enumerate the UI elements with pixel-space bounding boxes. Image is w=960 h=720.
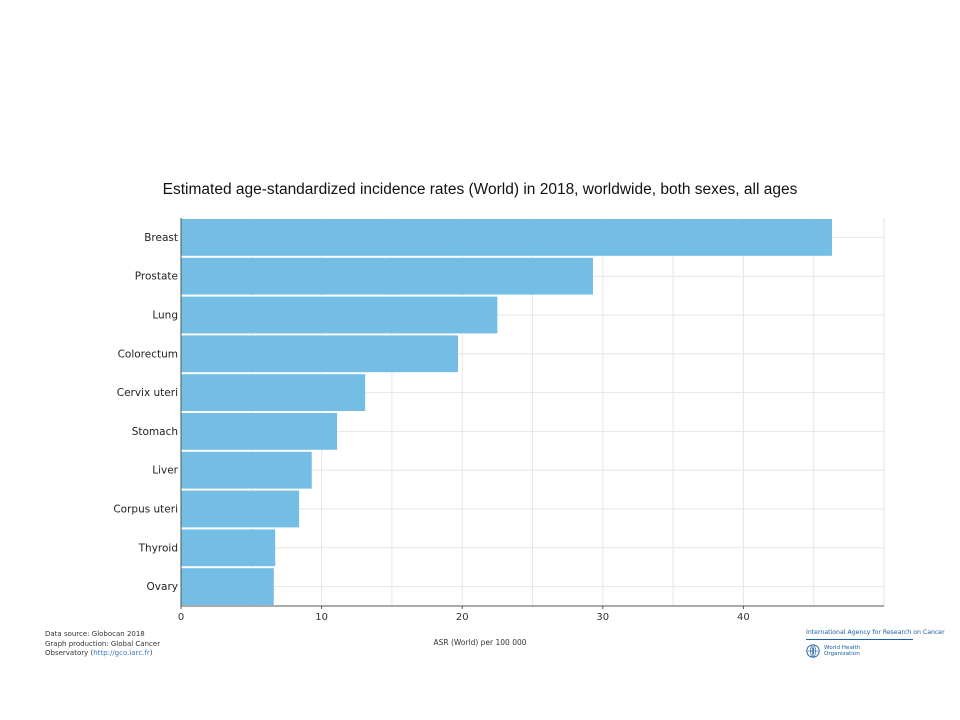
bar-breast	[181, 219, 832, 256]
x-tick-label: 20	[456, 612, 469, 623]
category-label: Ovary	[147, 581, 178, 593]
organization-logos: International Agency for Research on Can…	[806, 629, 945, 658]
bars	[181, 219, 832, 605]
bar-liver	[181, 451, 312, 489]
observatory-text: Observatory (	[45, 649, 94, 657]
x-tick-label: 40	[737, 612, 750, 623]
category-label: Colorectum	[118, 348, 178, 360]
category-label: Liver	[152, 465, 178, 477]
observatory-end: )	[149, 649, 153, 657]
data-source-text: Data source: Globocan 2018	[45, 630, 145, 638]
bar-cervix-uteri	[181, 374, 366, 411]
category-label: Lung	[152, 310, 178, 322]
who-emblem-icon	[806, 644, 820, 658]
who-logo: World Health Organization	[806, 644, 926, 658]
bar-corpus-uteri	[181, 490, 300, 528]
who-logo-text: World Health Organization	[824, 644, 861, 658]
bar-colorectum	[181, 335, 458, 373]
category-label: Stomach	[132, 426, 178, 438]
bar-prostate	[181, 257, 593, 295]
graph-production-text: Graph production: Global Cancer	[45, 639, 161, 648]
axes: Breast Prostate Lung Colorectum Cervix uteri…	[113, 218, 884, 623]
observatory-line: Observatory (http://gco.iarc.fr)	[45, 649, 195, 659]
chart-title: Estimated age-standardized incidence rat…	[163, 181, 798, 198]
bar-ovary	[181, 568, 274, 605]
category-label: Prostate	[135, 271, 178, 283]
category-label: Cervix uteri	[117, 387, 178, 399]
bar-lung	[181, 296, 498, 334]
x-tick-label: 0	[178, 612, 184, 623]
x-tick-label: 10	[315, 612, 328, 623]
category-label: Corpus uteri	[113, 504, 178, 516]
iarc-logo-text: International Agency for Research on Can…	[806, 629, 945, 640]
bar-stomach	[181, 413, 338, 450]
data-source-note: Data source: Globocan 2018 Graph product…	[45, 630, 195, 659]
category-label: Thyroid	[138, 542, 178, 554]
x-tick-label: 30	[596, 612, 609, 623]
bar-thyroid	[181, 529, 276, 567]
x-axis-title: ASR (World) per 100 000	[433, 638, 526, 647]
gco-link[interactable]: http://gco.iarc.fr	[93, 649, 150, 657]
category-label: Breast	[144, 232, 178, 244]
